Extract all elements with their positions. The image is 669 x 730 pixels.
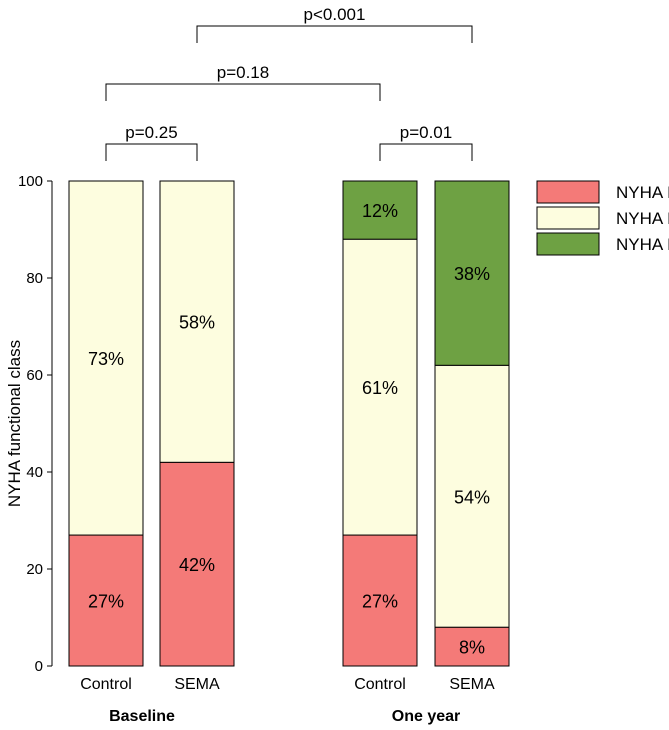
data-label: 38%	[454, 264, 490, 284]
comparison-bracket	[379, 143, 473, 161]
plot-area: 0 20 40 60 80 100 27% 73% Control 42% 58% SEMA 27% 61…	[18, 173, 510, 725]
legend-swatch-nyha-i	[536, 232, 600, 256]
legend: NYHA III NYHA II NYHA I	[536, 180, 669, 256]
legend-swatch-nyha-iii	[536, 180, 600, 204]
p-value-label: p=0.18	[217, 63, 269, 82]
y-tick-label: 80	[26, 270, 43, 287]
group-label-one-year: One year	[392, 708, 460, 725]
p-value-label: p=0.01	[400, 123, 452, 142]
comparison-bracket	[196, 25, 473, 43]
p-value-label: p=0.25	[125, 123, 177, 142]
bar-segment-baseline-control-nyha-ii	[68, 180, 144, 536]
bar-segment-baseline-control-nyha-iii	[68, 534, 144, 667]
x-tick-label: Control	[80, 676, 132, 693]
x-tick-label: SEMA	[449, 676, 495, 693]
data-label: 42%	[179, 555, 215, 575]
p-value-label: p<0.001	[304, 5, 366, 24]
x-tick-label: SEMA	[174, 676, 220, 693]
bar-segment-one-year-sema-nyha-i	[434, 180, 510, 366]
bar-segment-one-year-sema-nyha-iii	[434, 626, 510, 667]
comparison-bracket	[105, 83, 381, 101]
y-tick-label: 60	[26, 367, 43, 384]
data-label: 27%	[88, 592, 124, 612]
y-axis-label: NYHA functional class	[5, 340, 24, 507]
data-label: 27%	[362, 592, 398, 612]
legend-label-nyha-i: NYHA I	[616, 235, 669, 254]
data-label: 61%	[362, 378, 398, 398]
comparison-bracket	[105, 143, 198, 161]
bar-segment-one-year-sema-nyha-ii	[434, 364, 510, 628]
bar-segment-baseline-sema-nyha-iii	[159, 461, 235, 667]
x-tick-label: Control	[354, 676, 406, 693]
y-tick-label: 20	[26, 561, 43, 578]
y-tick-label: 0	[35, 658, 43, 675]
bar-segment-one-year-control-nyha-i	[342, 180, 418, 240]
bar-segment-one-year-control-nyha-iii	[342, 534, 418, 667]
legend-label-nyha-ii: NYHA II	[616, 209, 669, 228]
data-label: 12%	[362, 201, 398, 221]
bar-segment-baseline-sema-nyha-ii	[159, 180, 235, 463]
y-tick-label: 40	[26, 464, 43, 481]
legend-swatch-nyha-ii	[536, 206, 600, 230]
legend-label-nyha-iii: NYHA III	[616, 183, 669, 202]
data-label: 73%	[88, 349, 124, 369]
data-label: 58%	[179, 313, 215, 333]
data-label: 54%	[454, 487, 490, 507]
y-tick-label: 100	[18, 173, 43, 190]
data-label: 8%	[459, 638, 485, 658]
bar-segment-one-year-control-nyha-ii	[342, 238, 418, 536]
group-label-baseline: Baseline	[109, 708, 175, 725]
comparison-brackets: p=0.25 p=0.01 p=0.18 p<0.001	[105, 5, 473, 161]
